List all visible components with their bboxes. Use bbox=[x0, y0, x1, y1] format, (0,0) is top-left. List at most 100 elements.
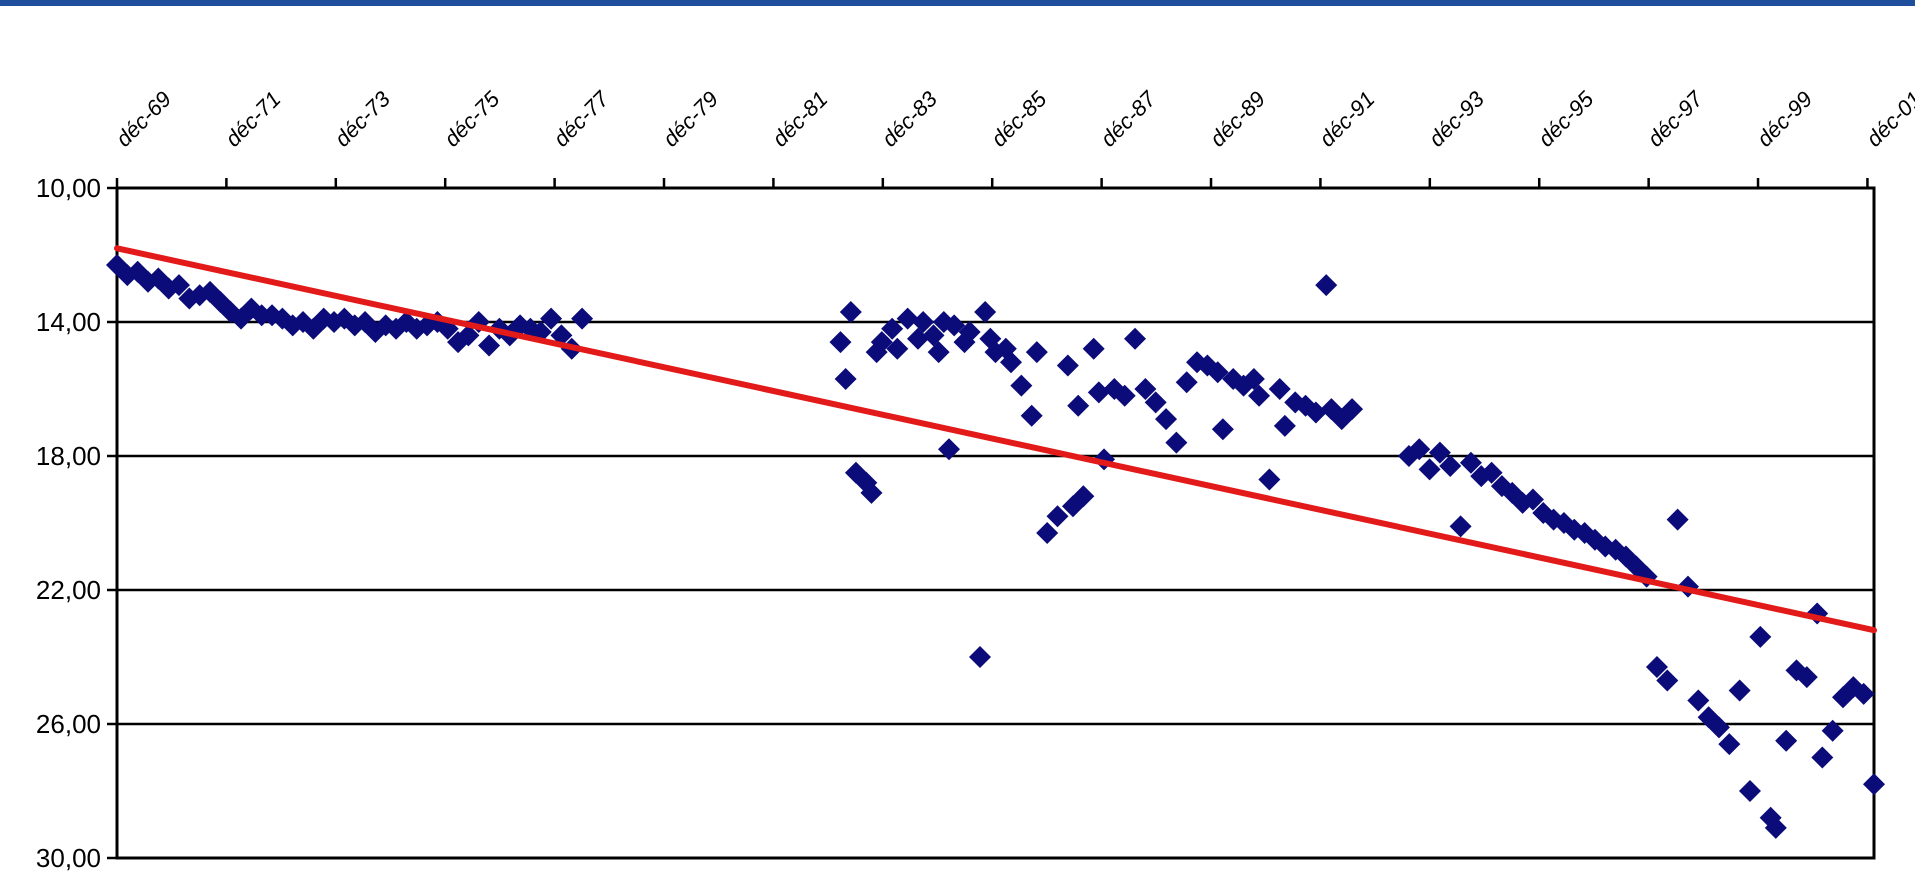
data-point bbox=[937, 438, 960, 461]
data-point bbox=[1144, 391, 1167, 414]
data-point bbox=[1046, 505, 1069, 528]
data-point bbox=[1764, 816, 1787, 839]
top-accent-bar bbox=[0, 0, 1915, 6]
data-point bbox=[1656, 669, 1679, 692]
gridlines bbox=[107, 186, 1874, 860]
data-point bbox=[1248, 384, 1271, 407]
data-point bbox=[1036, 522, 1059, 545]
data-point bbox=[457, 324, 480, 347]
data-point bbox=[958, 321, 981, 344]
data-point bbox=[1749, 625, 1772, 648]
data-point bbox=[974, 300, 997, 323]
data-point bbox=[1124, 327, 1147, 350]
x-tick-label: déc-95 bbox=[1533, 86, 1599, 152]
data-point bbox=[1821, 719, 1844, 742]
x-axis-labels: déc-69 déc-71 déc-73 déc-75 déc-77 déc-79 déc-… bbox=[111, 86, 1915, 152]
data-points bbox=[106, 254, 1885, 839]
data-point bbox=[1341, 398, 1364, 421]
x-tick-label: déc-77 bbox=[548, 86, 614, 152]
data-point bbox=[1449, 515, 1472, 538]
data-point bbox=[478, 334, 501, 357]
data-point bbox=[839, 300, 862, 323]
data-point bbox=[1304, 401, 1327, 424]
data-point bbox=[1439, 455, 1462, 478]
data-point bbox=[1707, 716, 1730, 739]
data-point bbox=[1687, 689, 1710, 712]
data-point bbox=[881, 317, 904, 340]
y-tick-label: 26,00 bbox=[36, 709, 101, 739]
data-point bbox=[943, 314, 966, 337]
data-point bbox=[1738, 780, 1761, 802]
y-tick-label: 14,00 bbox=[36, 307, 101, 337]
data-point bbox=[1428, 441, 1451, 464]
data-point bbox=[870, 331, 893, 354]
data-point bbox=[1175, 371, 1198, 394]
data-point bbox=[1165, 431, 1188, 454]
data-point bbox=[829, 331, 852, 354]
data-point bbox=[1082, 337, 1105, 360]
trend-line-layer bbox=[114, 245, 1877, 634]
data-point bbox=[1242, 367, 1265, 390]
data-point bbox=[1728, 679, 1751, 702]
x-tick-label: déc-87 bbox=[1095, 86, 1161, 152]
data-point bbox=[1645, 656, 1668, 679]
data-point bbox=[1000, 351, 1023, 374]
data-point bbox=[1155, 408, 1178, 431]
x-tick-label: déc-81 bbox=[767, 86, 832, 151]
data-point bbox=[1666, 508, 1689, 531]
y-tick-label: 22,00 bbox=[36, 575, 101, 605]
data-point bbox=[886, 337, 909, 360]
x-tick-label: déc-71 bbox=[220, 86, 285, 151]
data-point bbox=[540, 307, 563, 330]
data-point bbox=[922, 324, 945, 347]
x-tick-label: déc-69 bbox=[111, 86, 176, 151]
data-point bbox=[1010, 374, 1033, 397]
data-point bbox=[1418, 458, 1441, 481]
data-point bbox=[1025, 341, 1048, 364]
data-point bbox=[1863, 773, 1885, 796]
data-point bbox=[1408, 438, 1431, 461]
data-point bbox=[1775, 729, 1798, 752]
data-point bbox=[1273, 414, 1296, 437]
data-point bbox=[1258, 468, 1281, 491]
data-point bbox=[1521, 488, 1544, 511]
data-point bbox=[1459, 451, 1482, 474]
data-point bbox=[1315, 274, 1338, 297]
x-tick-label: déc-93 bbox=[1424, 86, 1490, 152]
data-point bbox=[1795, 666, 1818, 689]
data-point bbox=[1852, 682, 1875, 705]
y-tick-label: 10,00 bbox=[36, 173, 101, 203]
y-tick-label: 30,00 bbox=[36, 843, 101, 872]
x-tick-label: déc-73 bbox=[330, 86, 396, 152]
x-tick-label: déc-89 bbox=[1205, 86, 1270, 151]
data-point bbox=[168, 274, 191, 297]
data-point bbox=[1211, 418, 1234, 441]
data-point bbox=[906, 327, 929, 350]
data-point bbox=[968, 646, 991, 668]
data-point bbox=[1056, 354, 1079, 377]
data-point bbox=[1811, 746, 1834, 769]
y-tick-label: 18,00 bbox=[36, 441, 101, 471]
x-tick-label: déc-83 bbox=[877, 86, 943, 152]
x-tick-label: déc-75 bbox=[439, 86, 505, 152]
data-point bbox=[1268, 378, 1291, 400]
data-point bbox=[860, 481, 883, 504]
data-point bbox=[1072, 485, 1095, 508]
y-axis-labels: 10,00 14,00 18,00 22,00 26,00 30,00 bbox=[36, 173, 101, 872]
data-point bbox=[1134, 378, 1157, 400]
trend-line bbox=[114, 245, 1877, 634]
data-point bbox=[927, 341, 950, 364]
data-point bbox=[912, 311, 935, 333]
data-point bbox=[1067, 394, 1090, 417]
x-tick-label: déc-01 bbox=[1861, 86, 1915, 151]
data-point bbox=[834, 367, 857, 390]
x-tick-label: déc-85 bbox=[986, 86, 1052, 152]
data-point bbox=[571, 307, 594, 330]
data-point bbox=[1718, 733, 1741, 756]
x-axis-ticks bbox=[115, 178, 1869, 188]
x-tick-label: déc-91 bbox=[1314, 86, 1379, 151]
x-tick-label: déc-99 bbox=[1752, 86, 1817, 151]
data-point bbox=[1480, 461, 1503, 484]
data-point bbox=[1206, 361, 1229, 384]
